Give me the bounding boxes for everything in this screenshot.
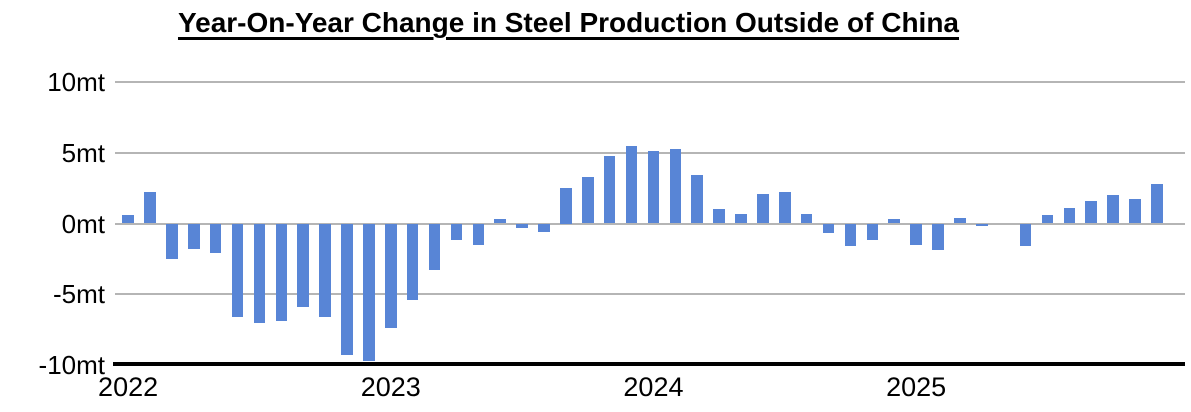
- y-tick-label--5mt: -5mt: [53, 279, 105, 310]
- x-tick-label-2022: 2022: [98, 372, 159, 402]
- chart-bar-2023-08: [538, 223, 550, 232]
- chart-bar-2025-04: [976, 223, 988, 227]
- gridline-0mt: [115, 222, 1185, 225]
- chart-bar-2022-04: [187, 223, 200, 249]
- gridline--5mt: [115, 293, 1185, 296]
- chart-bar-2023-12: [625, 145, 638, 224]
- chart-bar-2025-09: [1085, 200, 1098, 224]
- chart-bar-2022-02: [144, 192, 156, 224]
- chart-bar-2025-12: [1151, 183, 1163, 224]
- chart-bar-2025-11: [1129, 199, 1141, 224]
- x-tick-label-2023: 2023: [360, 372, 421, 402]
- chart-bar-2024-11: [866, 223, 879, 241]
- chart-bar-2025-10: [1107, 195, 1119, 224]
- chart-bar-2022-10: [319, 223, 331, 317]
- chart-bar-2024-04: [713, 209, 725, 224]
- chart-bar-2022-12: [363, 223, 375, 361]
- chart-bar-2024-10: [844, 223, 857, 247]
- plot-area: [115, 81, 1185, 365]
- chart-bar-2025-02: [932, 223, 944, 251]
- chart-bar-2023-11: [603, 155, 616, 224]
- chart-title: Year-On-Year Change in Steel Production …: [177, 7, 960, 38]
- chart-bar-2025-08: [1063, 207, 1076, 224]
- chart-bar-2023-05: [472, 223, 485, 245]
- chart-bar-2024-05: [735, 213, 747, 224]
- y-tick-label-5mt: 5mt: [61, 137, 105, 168]
- chart-bar-2023-04: [450, 223, 463, 241]
- y-tick-label-10mt: 10mt: [47, 67, 105, 97]
- chart-bar-2023-02: [406, 223, 419, 300]
- chart-bar-2024-12: [888, 219, 901, 224]
- chart-bar-2025-06: [1019, 223, 1032, 247]
- chart-bar-2024-03: [691, 175, 704, 224]
- y-tick-label-0mt: 0mt: [61, 208, 105, 239]
- chart-bar-2022-09: [297, 223, 309, 307]
- chart-bar-2024-01: [647, 151, 660, 224]
- chart-bar-2025-07: [1041, 215, 1054, 224]
- chart-bar-2023-06: [494, 219, 507, 224]
- chart-bar-2023-10: [581, 176, 594, 224]
- chart-bar-2022-11: [341, 223, 353, 356]
- chart-bar-2024-07: [779, 192, 791, 224]
- chart-bar-2022-08: [275, 223, 288, 322]
- x-tick-label-2024: 2024: [623, 372, 684, 402]
- chart-bar-2024-08: [800, 213, 813, 224]
- chart-bar-2025-01: [910, 223, 922, 245]
- chart-bar-2022-01: [122, 215, 134, 224]
- chart-bar-2024-02: [669, 148, 682, 224]
- chart-bar-2022-07: [253, 223, 266, 323]
- chart-bar-2022-05: [209, 223, 222, 254]
- chart-bar-2022-06: [231, 223, 244, 317]
- chart-bar-2023-09: [560, 188, 572, 224]
- chart-bar-2022-03: [166, 223, 178, 259]
- chart-bar-2023-01: [384, 223, 397, 329]
- gridline-10mt: [115, 81, 1185, 83]
- chart-bar-2024-09: [822, 223, 835, 234]
- y-tick-label--10mt: -10mt: [38, 350, 105, 380]
- chart-bar-2025-03: [954, 217, 966, 224]
- x-tick-label-2025: 2025: [886, 372, 947, 402]
- chart-bar-2024-06: [757, 193, 769, 224]
- chart-bar-2023-07: [516, 223, 528, 228]
- x-axis-line: [113, 362, 1185, 366]
- chart-bar-2023-03: [428, 223, 441, 271]
